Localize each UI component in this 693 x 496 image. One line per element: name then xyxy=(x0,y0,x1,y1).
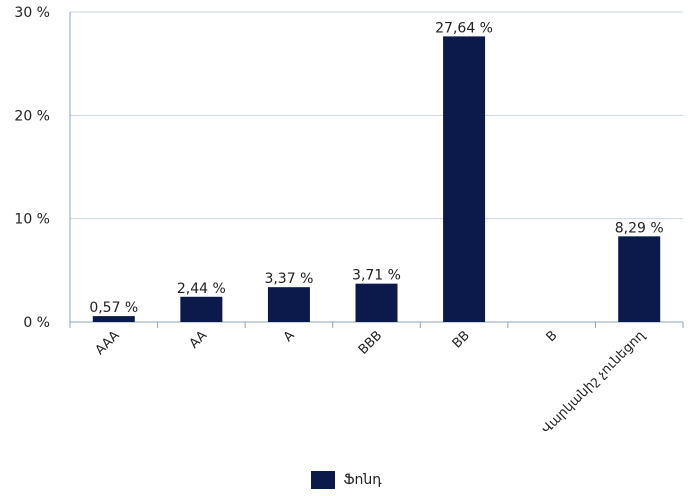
bar xyxy=(180,296,223,322)
legend-label: Ֆոնդ xyxy=(343,472,382,488)
x-tick-label: B xyxy=(544,328,561,345)
bar xyxy=(92,316,135,322)
bar xyxy=(355,283,398,322)
y-tick-label: 10 % xyxy=(14,212,50,228)
x-tick-label: BB xyxy=(450,328,473,351)
bar xyxy=(618,236,661,322)
data-label: 0,57 % xyxy=(89,300,138,316)
bar xyxy=(443,36,486,323)
legend-swatch xyxy=(311,471,336,489)
x-tick-label: BBB xyxy=(356,328,386,358)
data-label: 3,71 % xyxy=(352,268,401,284)
data-label: 2,44 % xyxy=(177,281,226,297)
x-tick-label: AAA xyxy=(93,328,123,358)
y-tick-label: 0 % xyxy=(23,315,50,331)
bar xyxy=(267,287,310,322)
data-label: 3,37 % xyxy=(264,271,313,287)
legend: Ֆոնդ xyxy=(0,470,693,490)
data-label: 8,29 % xyxy=(615,220,664,236)
data-label: 27,64 % xyxy=(435,20,493,36)
x-tick-label: AA xyxy=(187,328,211,352)
x-tick-label: Վարկանիշ չունեցող xyxy=(539,328,648,437)
y-tick-label: 30 % xyxy=(14,5,50,21)
bar-chart: 0 % 10 % 20 % 30 % 0,57 % AAA 2,44 % AA 3,37 % A 3… xyxy=(14,5,684,437)
x-tick-label: A xyxy=(281,328,298,345)
y-tick-label: 20 % xyxy=(14,108,50,124)
